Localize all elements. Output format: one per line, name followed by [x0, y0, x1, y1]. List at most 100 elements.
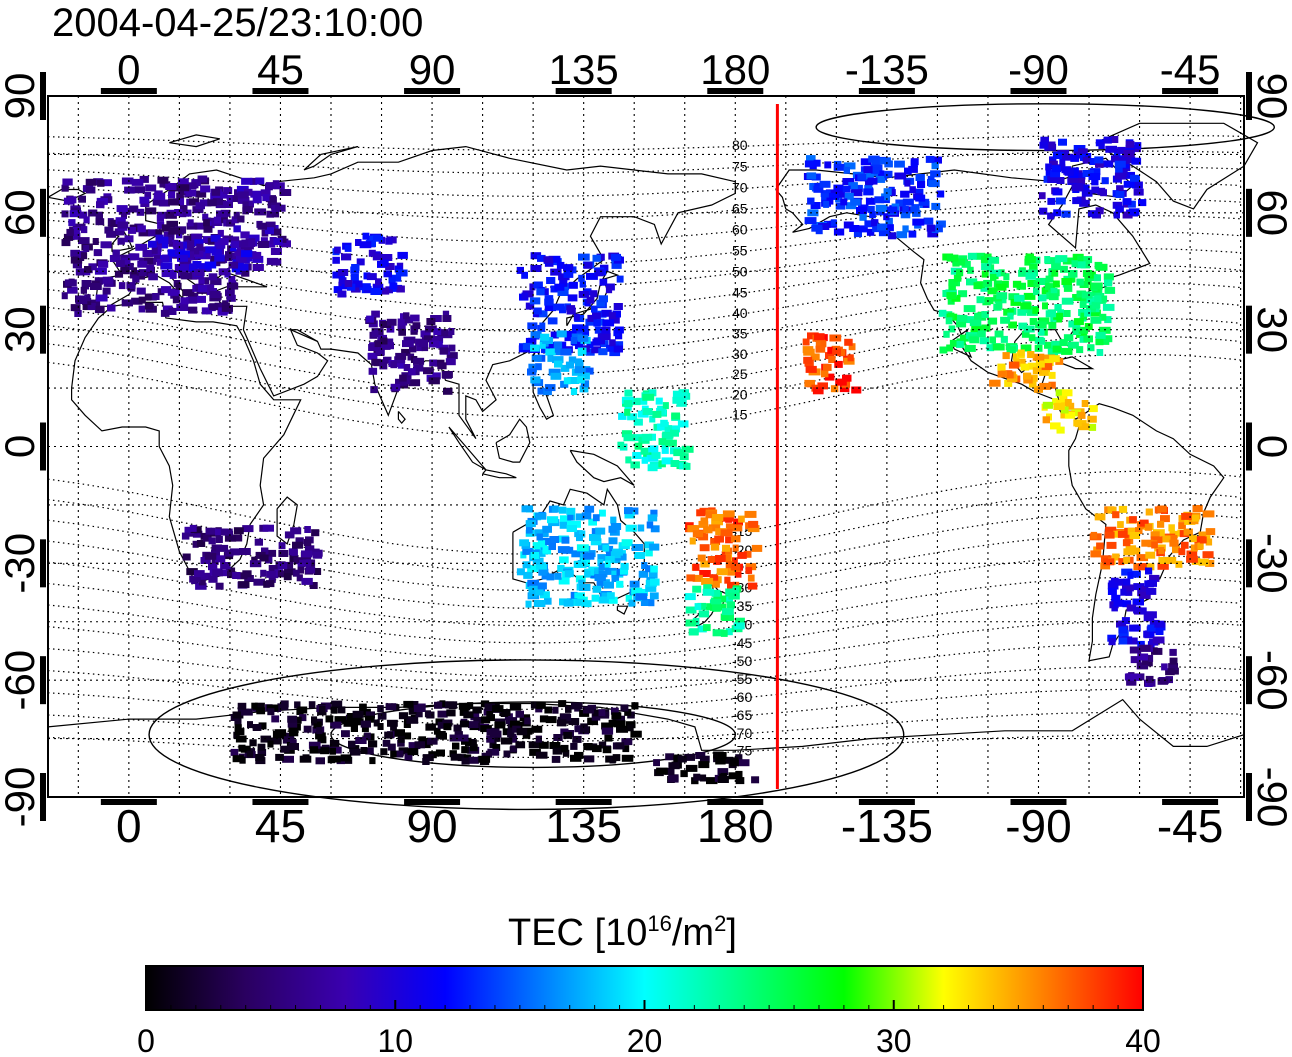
tec-cell — [1122, 539, 1131, 547]
tec-cell — [238, 581, 250, 589]
tec-cell — [1112, 201, 1123, 209]
tec-cell — [448, 344, 456, 352]
tec-cell — [403, 700, 414, 708]
tec-cell — [1037, 337, 1046, 345]
tec-cell — [722, 510, 735, 518]
tec-cell — [608, 312, 616, 320]
tec-cell — [986, 344, 995, 352]
tec-cell — [1090, 309, 1101, 317]
tec-cell — [611, 575, 620, 582]
tec-cell — [234, 728, 245, 736]
tec-cell — [830, 219, 837, 227]
tec-cell — [664, 767, 675, 775]
tec-cell — [548, 341, 559, 349]
tec-cell — [629, 580, 640, 588]
tec-cell — [360, 720, 371, 728]
coastline-tasmania — [616, 605, 629, 615]
tec-cell — [271, 210, 280, 218]
tec-cell — [206, 221, 215, 229]
tec-cell — [487, 748, 500, 756]
tec-cell — [610, 707, 619, 715]
tec-cell — [359, 283, 371, 291]
tec-cell — [1060, 310, 1071, 317]
tec-cell — [826, 197, 834, 205]
tec-cell — [1140, 563, 1147, 571]
tec-cell — [418, 736, 427, 744]
tec-cell — [621, 539, 633, 547]
tec-cell — [304, 545, 315, 553]
tec-cell — [1129, 624, 1141, 632]
tec-cell — [896, 231, 908, 239]
tec-cell — [609, 756, 616, 764]
tec-cell — [251, 702, 258, 710]
tec-cell — [1078, 423, 1090, 431]
tec-cell — [693, 563, 700, 571]
tec-cell — [717, 768, 729, 776]
tec-cell — [1104, 286, 1116, 294]
coastline-svalbard — [169, 134, 220, 148]
tec-cell — [931, 162, 939, 170]
tec-cell — [618, 412, 627, 420]
tec-cell — [165, 183, 177, 190]
tec-cell — [692, 530, 703, 538]
tec-cell — [280, 745, 290, 753]
top-tick-band — [555, 88, 612, 94]
tec-cell — [1071, 260, 1078, 268]
tec-cell — [1051, 269, 1059, 277]
tec-cell — [168, 307, 177, 315]
tec-cell — [1165, 668, 1175, 676]
tec-cell — [667, 775, 679, 783]
tec-cell — [575, 342, 583, 350]
tec-cell — [567, 513, 574, 521]
tec-cell — [529, 585, 540, 593]
tec-cell — [230, 241, 239, 249]
tec-cell — [598, 295, 608, 303]
tec-cell — [175, 282, 182, 290]
tec-cell — [252, 264, 264, 271]
tec-cell — [289, 729, 299, 737]
tec-cell — [252, 255, 264, 263]
tec-cell — [624, 708, 632, 716]
tec-cell — [613, 345, 623, 353]
lat-tick-label-right: -30 — [1249, 533, 1292, 594]
tec-cell — [320, 747, 330, 755]
tec-cell — [1145, 567, 1153, 575]
tec-cell — [1151, 647, 1158, 655]
tec-cell — [574, 725, 581, 733]
tec-cell — [214, 302, 223, 310]
tec-cell — [1060, 411, 1069, 419]
tec-cell — [842, 178, 855, 185]
tec-cell — [222, 300, 229, 308]
tec-cell — [1095, 160, 1104, 168]
tec-cell — [1094, 261, 1103, 269]
tec-cell — [1157, 677, 1169, 685]
tec-cell — [1111, 155, 1120, 163]
tec-cell — [632, 434, 644, 442]
tec-cell — [677, 420, 689, 428]
colorbar-tick-label: 40 — [1125, 1023, 1161, 1057]
tec-cell — [539, 715, 549, 723]
tec-cell — [366, 315, 375, 323]
tec-cell — [278, 550, 289, 557]
tec-cell — [329, 739, 340, 747]
tec-cell — [980, 284, 989, 292]
tec-cell — [270, 737, 282, 745]
tec-cell — [593, 319, 601, 327]
tec-cell — [266, 570, 276, 578]
tec-cell — [516, 266, 524, 274]
tec-cell — [599, 278, 608, 286]
tec-cell — [359, 703, 367, 711]
tec-cell — [217, 307, 225, 315]
tec-cell — [730, 563, 741, 571]
tec-cell — [990, 273, 997, 281]
tec-cell — [926, 224, 936, 232]
tec-cell — [592, 745, 602, 753]
tec-cell — [403, 721, 411, 728]
tec-cell — [95, 211, 103, 219]
tec-cell — [233, 527, 244, 535]
tec-cell — [835, 378, 847, 386]
tec-cell — [530, 376, 541, 384]
tec-cell — [727, 581, 735, 589]
tec-cell — [1126, 637, 1138, 645]
tec-cell — [566, 525, 577, 532]
